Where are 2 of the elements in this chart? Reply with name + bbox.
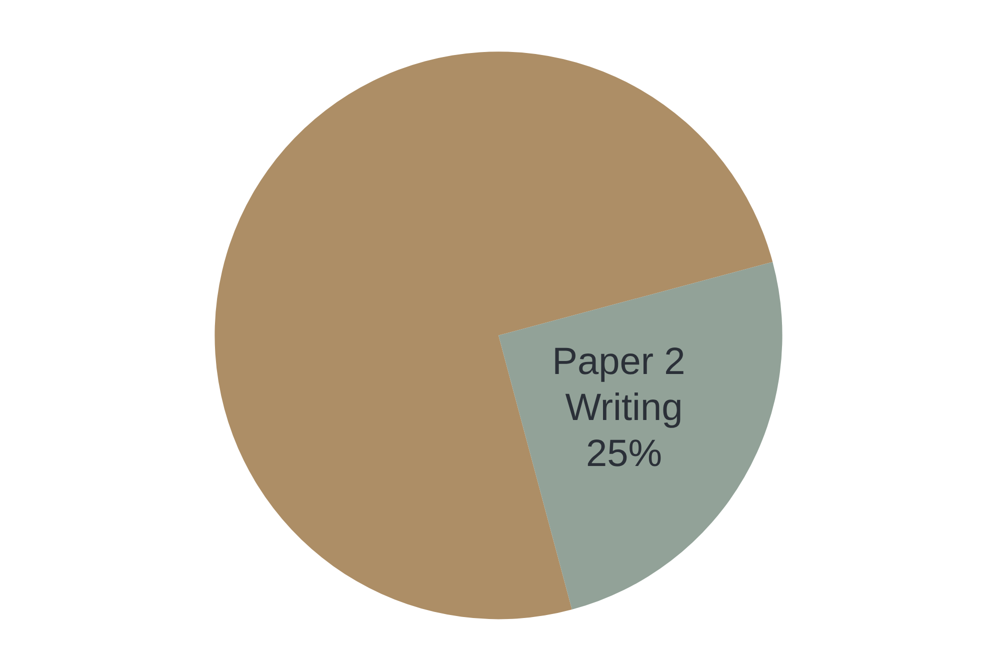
data-label: 25%: [586, 432, 662, 475]
slice-label: Paper 2 Writing: [552, 340, 696, 429]
